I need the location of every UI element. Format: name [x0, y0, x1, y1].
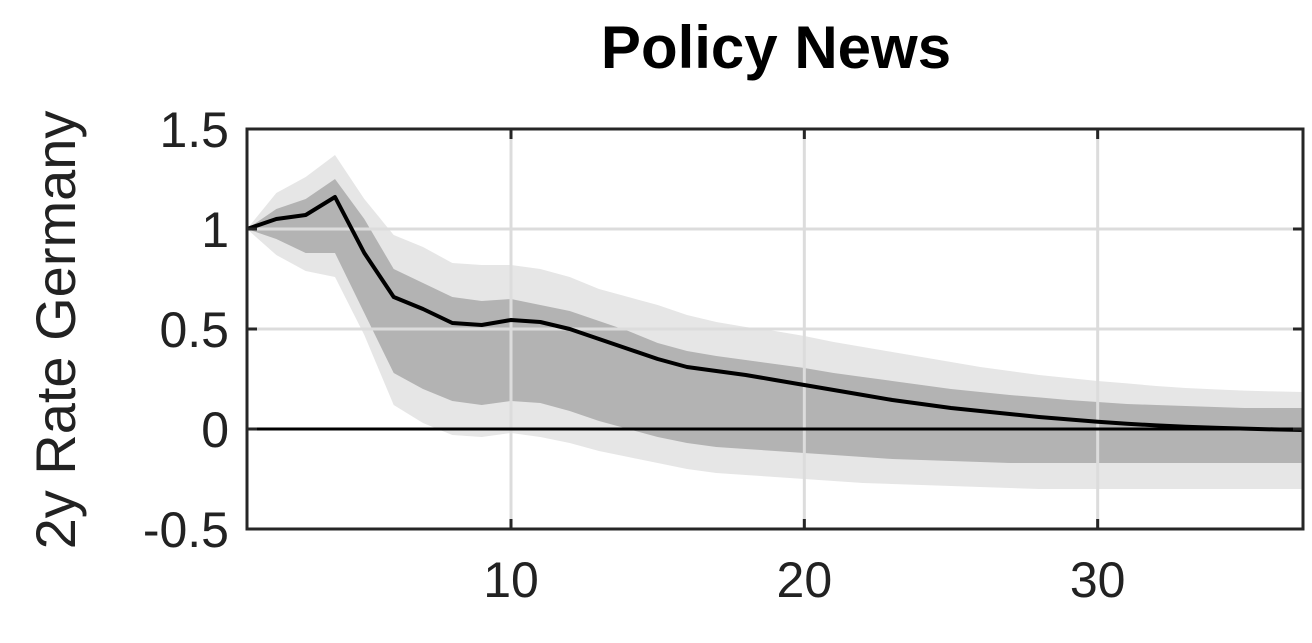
x-tick-label: 20: [777, 552, 833, 608]
y-tick-label: 0: [201, 402, 229, 458]
median-response-line: [246, 195, 1304, 432]
y-tick-label: 1: [201, 202, 229, 258]
y-axis-label: 2y Rate Germany: [24, 111, 87, 550]
y-tick-label: 0.5: [159, 302, 229, 358]
inner-confidence-band: [247, 179, 1303, 463]
y-tick-label: -0.5: [143, 502, 229, 558]
x-tick-label: 30: [1070, 552, 1126, 608]
chart-title: Policy News: [601, 14, 951, 81]
plot-area: 10 20 30 -0.5 0 0.5 1 1.5: [143, 102, 1305, 608]
y-tick-label: 1.5: [159, 102, 229, 158]
x-tick-label: 10: [483, 552, 539, 608]
